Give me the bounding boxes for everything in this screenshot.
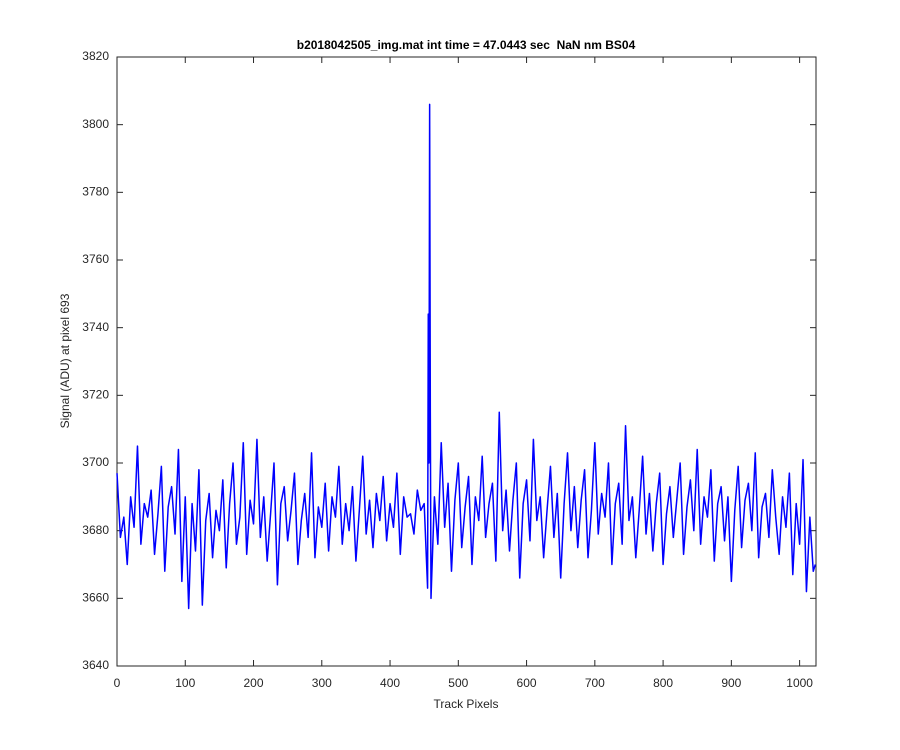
y-tick-label: 3660 xyxy=(82,591,109,605)
y-tick-label: 3680 xyxy=(82,523,109,537)
x-tick-label: 500 xyxy=(448,676,468,690)
y-tick-label: 3640 xyxy=(82,658,109,672)
x-axis-label: Track Pixels xyxy=(434,697,499,711)
y-tick-label: 3700 xyxy=(82,455,109,469)
y-tick-label: 3720 xyxy=(82,388,109,402)
x-tick-label: 600 xyxy=(517,676,537,690)
data-line xyxy=(116,103,817,610)
x-tick-label: 900 xyxy=(721,676,741,690)
x-tick-label: 100 xyxy=(175,676,195,690)
y-tick-label: 3820 xyxy=(82,49,109,63)
y-tick-label: 3780 xyxy=(82,185,109,199)
y-tick-label: 3760 xyxy=(82,252,109,266)
chart-title: b2018042505_img.mat int time = 47.0443 s… xyxy=(297,38,636,52)
x-tick-label: 200 xyxy=(244,676,264,690)
y-tick-label: 3740 xyxy=(82,320,109,334)
x-tick-label: 300 xyxy=(312,676,332,690)
plot-box xyxy=(116,56,817,667)
x-tick-label: 400 xyxy=(380,676,400,690)
x-tick-label: 700 xyxy=(585,676,605,690)
y-axis-label: Signal (ADU) at pixel 693 xyxy=(58,293,72,428)
x-tick-label: 0 xyxy=(114,676,121,690)
y-tick-label: 3800 xyxy=(82,117,109,131)
x-tick-label: 1000 xyxy=(786,676,813,690)
x-tick-label: 800 xyxy=(653,676,673,690)
